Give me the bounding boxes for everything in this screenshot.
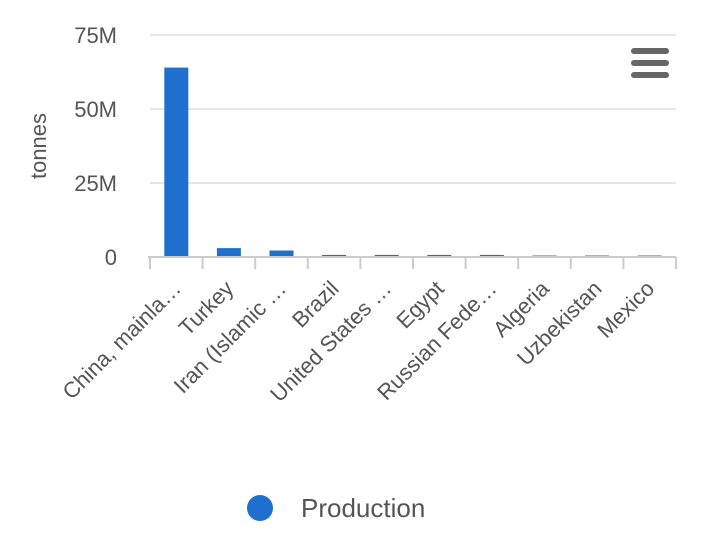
bars [164,67,662,257]
bar-5[interactable] [374,254,399,257]
x-tick-label: China, mainla… [57,276,185,404]
y-tick-label: 50M [74,97,117,122]
y-tick-label: 75M [74,23,117,48]
hamburger-menu-icon-line [631,72,669,78]
bar-6[interactable] [427,254,452,257]
y-axis-ticks: 0 25M 50M 75M [74,23,117,270]
y-axis-title: tonnes [26,113,51,179]
legend-marker-production[interactable] [247,495,273,521]
bar-7[interactable] [479,254,504,257]
x-tick-label: Mexico [592,276,659,343]
legend[interactable]: Production [247,493,425,523]
bar-2[interactable] [216,248,241,257]
bar-3[interactable] [269,250,294,257]
hamburger-menu-icon-line [631,60,669,66]
chart-menu-button[interactable] [626,44,670,84]
grid [150,34,676,184]
legend-label-production[interactable]: Production [301,493,425,523]
x-axis-ticks [149,257,677,269]
y-tick-label: 0 [105,245,117,270]
y-tick-label: 25M [74,171,117,196]
bar-1[interactable] [164,67,189,257]
bar-4[interactable] [322,254,347,257]
hamburger-menu-icon [631,48,669,54]
